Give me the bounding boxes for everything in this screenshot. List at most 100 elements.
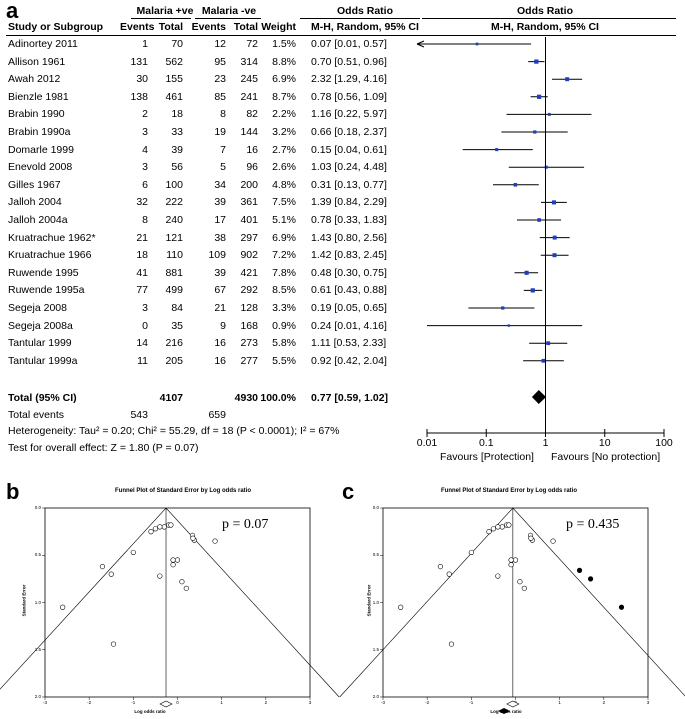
- pos-total: 461: [165, 90, 183, 103]
- col-neg-events: Events: [191, 21, 226, 33]
- study-point: [490, 526, 497, 532]
- col-pos-total: Total: [158, 21, 183, 33]
- or-ci-text: 1.03 [0.24, 4.48]: [311, 161, 387, 174]
- point-estimate: [501, 306, 505, 310]
- x-tick-label: -3: [380, 700, 385, 705]
- neg-events: 95: [214, 55, 226, 68]
- neg-total: 200: [240, 178, 258, 191]
- pos-events: 14: [136, 337, 148, 350]
- forest-plot-graphic: [416, 37, 665, 437]
- study-point: [130, 549, 136, 556]
- study-point: [446, 571, 452, 577]
- or-ci-text: 1.39 [0.84, 2.29]: [311, 196, 387, 209]
- pos-events: 138: [130, 90, 148, 103]
- total-events-pos: 543: [130, 409, 148, 421]
- or-ci-text: 1.42 [0.83, 2.45]: [311, 249, 387, 262]
- study-name: Bienzle 1981: [8, 90, 69, 103]
- weight: 8.5%: [272, 284, 296, 297]
- pos-total: 205: [165, 354, 183, 367]
- study-name: Brabin 1990: [8, 108, 65, 121]
- neg-events: 21: [214, 302, 226, 314]
- total-neg-total: 4930: [234, 392, 258, 404]
- weight: 7.2%: [272, 249, 296, 262]
- or-ci-text: 0.66 [0.18, 2.37]: [311, 126, 387, 138]
- pos-total: 240: [165, 214, 183, 226]
- x-tick-label: -2: [87, 700, 92, 705]
- neg-total: 128: [240, 302, 258, 314]
- study-point: [157, 573, 163, 579]
- funnel-left-edge: [339, 507, 514, 698]
- neg-events: 5: [220, 161, 226, 174]
- study-point: [437, 563, 444, 570]
- pos-total: 121: [165, 231, 183, 244]
- col-or-method-left: M-H, Random, 95% CI: [311, 21, 419, 33]
- neg-events: 16: [214, 354, 226, 367]
- study-point: [190, 535, 196, 541]
- y-tick-label: 0.0: [372, 505, 379, 510]
- pos-events: 8: [142, 214, 148, 226]
- header-malaria-pos: Malaria +ve: [136, 5, 194, 17]
- header-underline-or-left: [300, 18, 420, 19]
- or-ci-text: 0.07 [0.01, 0.57]: [311, 38, 387, 50]
- pos-total: 562: [165, 55, 183, 68]
- header-underline-or-right: [422, 18, 676, 19]
- col-study: Study or Subgroup: [8, 21, 104, 33]
- pos-total: 155: [165, 73, 183, 86]
- x-tick-label: 2: [264, 700, 268, 705]
- pos-events: 30: [136, 73, 148, 86]
- point-estimate: [544, 165, 548, 169]
- total-label: Total (95% CI): [8, 392, 77, 404]
- header-odds-ratio-right: Odds Ratio: [516, 5, 573, 17]
- x-tick-label: -3: [42, 700, 47, 705]
- pooled-diamond: [531, 390, 547, 404]
- header-malaria-neg: Malaria -ve: [201, 5, 257, 17]
- pos-events: 2: [142, 108, 148, 121]
- header-bottom-rule: [6, 35, 676, 36]
- study-point: [108, 571, 114, 577]
- weight: 4.8%: [272, 178, 296, 191]
- or-ci-text: 0.15 [0.04, 0.61]: [311, 143, 387, 156]
- point-estimate: [524, 270, 529, 275]
- pos-events: 18: [136, 249, 148, 262]
- overall-effect-text: Test for overall effect: Z = 1.80 (P = 0…: [8, 442, 199, 454]
- or-ci-text: 0.70 [0.51, 0.96]: [311, 55, 387, 68]
- study-name: Segeja 2008: [8, 302, 67, 314]
- study-point: [495, 524, 501, 530]
- pos-events: 1: [142, 38, 148, 50]
- col-pos-events: Events: [120, 21, 155, 33]
- col-or-method-right: M-H, Random, 95% CI: [491, 21, 599, 33]
- neg-events: 39: [214, 266, 226, 279]
- neg-total: 902: [240, 249, 258, 262]
- header-underline-neg: [195, 18, 261, 19]
- study-point: [508, 557, 514, 563]
- pos-total: 216: [165, 337, 183, 350]
- point-estimate: [530, 288, 535, 293]
- x-tick-label: -2: [425, 700, 430, 705]
- neg-total: 314: [240, 55, 258, 68]
- study-name: Ruwende 1995: [8, 266, 79, 279]
- imputed-study-point: [576, 567, 583, 573]
- weight: 7.8%: [272, 266, 296, 279]
- study-point: [486, 529, 492, 535]
- point-estimate: [541, 358, 546, 363]
- or-ci-text: 0.61 [0.43, 0.88]: [311, 284, 387, 297]
- point-estimate: [552, 253, 557, 258]
- study-name: Jalloh 2004a: [8, 214, 68, 226]
- weight: 7.5%: [272, 196, 296, 209]
- point-estimate: [565, 77, 570, 82]
- point-estimate: [536, 94, 542, 99]
- neg-total: 421: [240, 266, 258, 279]
- point-estimate: [551, 200, 557, 205]
- pooled-diamond-adjusted: [498, 708, 511, 714]
- neg-total: 297: [240, 231, 258, 244]
- x-tick-label: -1: [131, 700, 136, 705]
- y-tick-label: 0.5: [372, 552, 379, 558]
- study-point: [212, 538, 218, 544]
- forest-axis-tick-label: 0.01: [416, 437, 438, 449]
- study-name: Jalloh 2004: [8, 196, 62, 209]
- study-point: [521, 585, 527, 591]
- study-point: [60, 604, 66, 610]
- funnel-b-xlabel: Log odds ratio: [134, 709, 166, 714]
- neg-events: 16: [214, 337, 226, 350]
- or-ci-text: 0.78 [0.33, 1.83]: [311, 214, 387, 226]
